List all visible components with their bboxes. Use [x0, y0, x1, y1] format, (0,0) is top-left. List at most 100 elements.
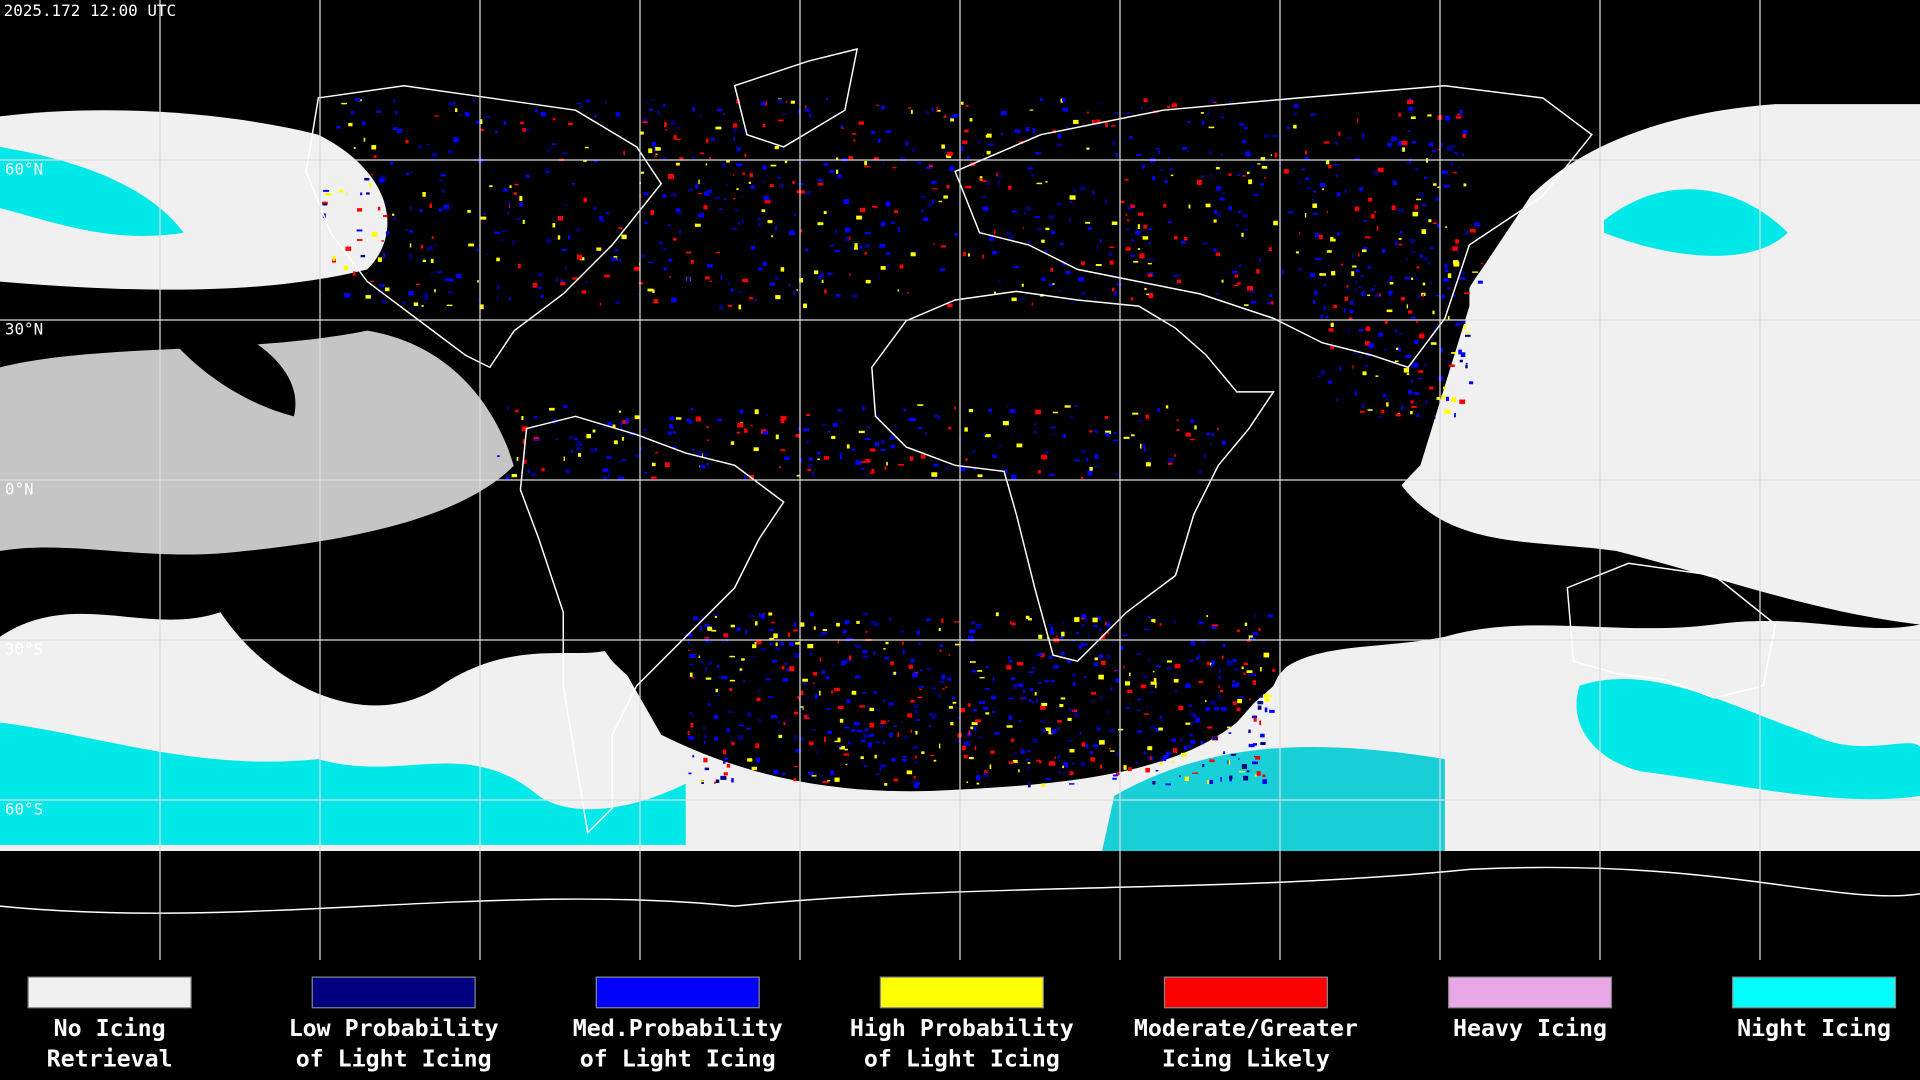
icing-pixel: [1374, 210, 1377, 213]
icing-pixel: [1436, 396, 1441, 400]
icing-pixel: [391, 213, 395, 216]
icing-pixel: [821, 424, 827, 427]
icing-pixel: [522, 439, 526, 444]
icing-pixel: [771, 714, 778, 719]
icing-pixel: [1230, 753, 1237, 756]
icing-pixel: [1215, 252, 1220, 257]
icing-pixel: [1006, 231, 1012, 235]
icing-pixel: [1414, 339, 1419, 345]
icing-pixel: [986, 180, 990, 186]
icing-pixel: [763, 181, 765, 183]
icing-pixel: [980, 624, 982, 629]
icing-pixel: [370, 280, 375, 283]
icing-pixel: [381, 299, 387, 305]
icing-pixel: [826, 98, 829, 101]
icing-pixel: [1443, 278, 1449, 282]
icing-pixel: [643, 428, 647, 432]
icing-pixel: [465, 111, 470, 117]
icing-pixel: [1035, 409, 1042, 415]
icing-pixel: [690, 663, 693, 666]
icing-pixel: [1147, 615, 1151, 618]
icing-pixel: [1455, 152, 1459, 156]
icing-pixel: [1213, 248, 1217, 252]
icing-pixel: [1063, 433, 1067, 438]
icing-pixel: [968, 756, 974, 760]
icing-pixel: [1242, 213, 1249, 218]
icing-pixel: [1304, 150, 1308, 155]
legend-swatch: [595, 976, 760, 1009]
icing-pixel: [1058, 769, 1061, 775]
icing-pixel: [1185, 722, 1191, 725]
icing-pixel: [1174, 453, 1176, 457]
icing-pixel: [533, 416, 538, 419]
icing-pixel: [1228, 100, 1232, 104]
icing-pixel: [546, 238, 551, 243]
icing-pixel: [793, 232, 796, 235]
icing-pixel: [371, 145, 377, 150]
icing-pixel: [1123, 665, 1125, 669]
icing-pixel: [931, 472, 938, 477]
icing-pixel: [1028, 671, 1035, 673]
icing-pixel: [742, 172, 746, 175]
icing-pixel: [1410, 400, 1414, 404]
icing-pixel: [430, 258, 434, 264]
icing-pixel: [1148, 658, 1151, 663]
icing-pixel: [1418, 370, 1423, 373]
icing-pixel: [737, 735, 744, 740]
icing-pixel: [1432, 150, 1437, 153]
icing-pixel: [777, 720, 780, 725]
icing-pixel: [1174, 663, 1181, 669]
icing-pixel: [689, 711, 693, 714]
icing-pixel: [496, 296, 499, 301]
icing-pixel: [433, 244, 437, 246]
icing-pixel: [706, 614, 710, 617]
icing-pixel: [1153, 621, 1156, 623]
icing-pixel: [1202, 764, 1205, 768]
icing-pixel: [1118, 772, 1121, 775]
icing-pixel: [827, 430, 831, 433]
icing-pixel: [922, 217, 929, 222]
icing-pixel: [507, 211, 510, 215]
icing-pixel: [1411, 378, 1413, 383]
icing-pixel: [1400, 297, 1405, 301]
icing-pixel: [1109, 260, 1114, 265]
icing-pixel: [1261, 166, 1268, 169]
icing-pixel: [1459, 109, 1463, 115]
icing-pixel: [1407, 390, 1413, 395]
icing-pixel: [899, 157, 906, 162]
icing-pixel: [1408, 310, 1413, 314]
icing-pixel: [1059, 242, 1064, 246]
icing-pixel: [1243, 672, 1246, 675]
icing-pixel: [916, 631, 921, 635]
legend-label: of Light Icing: [580, 1046, 776, 1073]
icing-pixel: [765, 678, 771, 681]
icing-pixel: [799, 190, 805, 194]
icing-pixel: [641, 254, 646, 258]
icing-pixel: [1027, 762, 1031, 764]
icing-pixel: [730, 227, 737, 230]
icing-pixel: [1068, 783, 1075, 785]
icing-pixel: [667, 224, 671, 226]
icing-pixel: [837, 409, 842, 412]
icing-pixel: [1096, 616, 1101, 620]
icing-pixel: [721, 675, 728, 680]
icing-pixel: [642, 117, 648, 123]
icing-pixel: [1113, 432, 1117, 434]
tropical-cloud-area: [0, 330, 515, 555]
icing-pixel: [669, 416, 675, 421]
icing-pixel: [880, 764, 887, 767]
icing-pixel: [699, 780, 705, 783]
icing-pixel: [1256, 771, 1261, 776]
icing-pixel: [1111, 221, 1118, 225]
icing-pixel: [1048, 473, 1055, 476]
icing-pixel: [1158, 150, 1161, 155]
icing-pixel: [620, 420, 623, 425]
icing-pixel: [1260, 157, 1266, 161]
icing-pixel: [1305, 177, 1310, 180]
icing-pixel: [1349, 309, 1354, 314]
icing-pixel: [485, 253, 489, 255]
icing-pixel: [882, 160, 885, 166]
icing-pixel: [1344, 189, 1347, 193]
icing-pixel: [1399, 230, 1403, 234]
